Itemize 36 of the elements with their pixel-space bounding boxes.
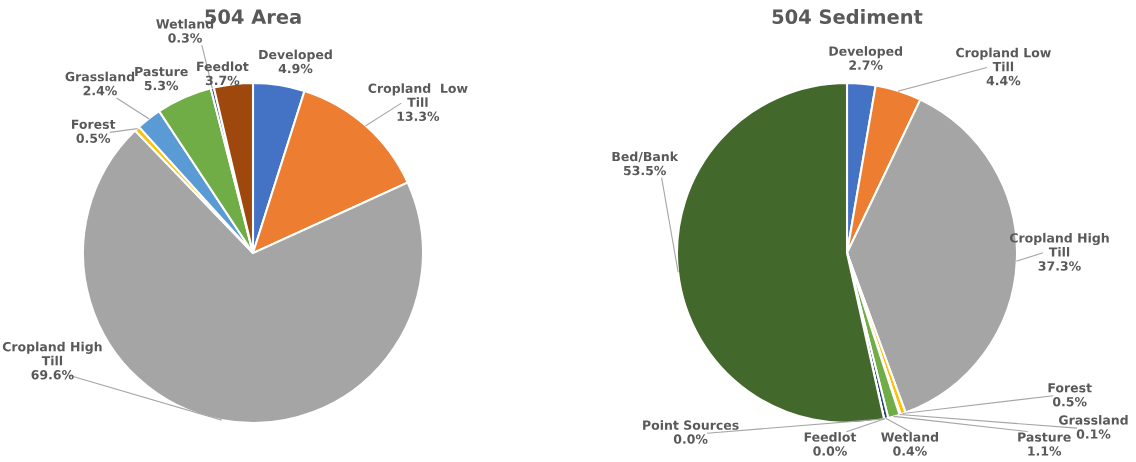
data-label: 0.1% (1076, 429, 1111, 439)
data-label: 0.3% (168, 33, 202, 43)
text: 0.0% (673, 434, 708, 444)
slice-label: Cropland Low Till (956, 47, 1051, 72)
slice-label: Wetland (881, 432, 939, 442)
data-label: 0.4% (893, 446, 927, 456)
text: 0.0% (813, 446, 847, 456)
slice-label: Pasture (1018, 432, 1071, 442)
data-label: 37.3% (1038, 261, 1081, 271)
chart-title: 504 Sediment (772, 8, 923, 25)
slice-label: Grassland (65, 71, 135, 82)
data-label: 0.5% (76, 133, 111, 143)
data-label: 53.5% (623, 165, 666, 176)
slice-label: Forest (72, 119, 116, 129)
slice-label: Developed (829, 46, 903, 59)
data-label: 0.5% (1052, 396, 1087, 407)
data-label: 5.3% (144, 80, 179, 91)
category-label: Point Sources (643, 420, 739, 430)
slice-label: Bed/Bank (612, 151, 679, 163)
data-label: 13.3% (397, 111, 440, 122)
data-label: 1.1% (1028, 446, 1062, 456)
slice-label: Developed (259, 49, 332, 62)
slice-label: Grassland (1058, 415, 1128, 425)
data-label: 69.6% (31, 370, 74, 380)
data-label: 3.7% (205, 75, 240, 86)
slice-label: Feedlot (197, 61, 249, 72)
slice-label: Pasture (135, 66, 188, 77)
slice-label: Cropland Low Till (368, 83, 468, 107)
data-label: 2.4% (83, 85, 117, 96)
data-label: 4.9% (278, 63, 313, 74)
slice-label: Forest (1048, 383, 1092, 393)
data-label: 2.7% (849, 60, 883, 70)
legend-label: Feedlot (804, 432, 857, 442)
slice-label: Cropland High Till (2, 341, 102, 366)
data-label: 4.4% (986, 75, 1021, 86)
slice-label: Cropland High Till (1009, 232, 1109, 257)
